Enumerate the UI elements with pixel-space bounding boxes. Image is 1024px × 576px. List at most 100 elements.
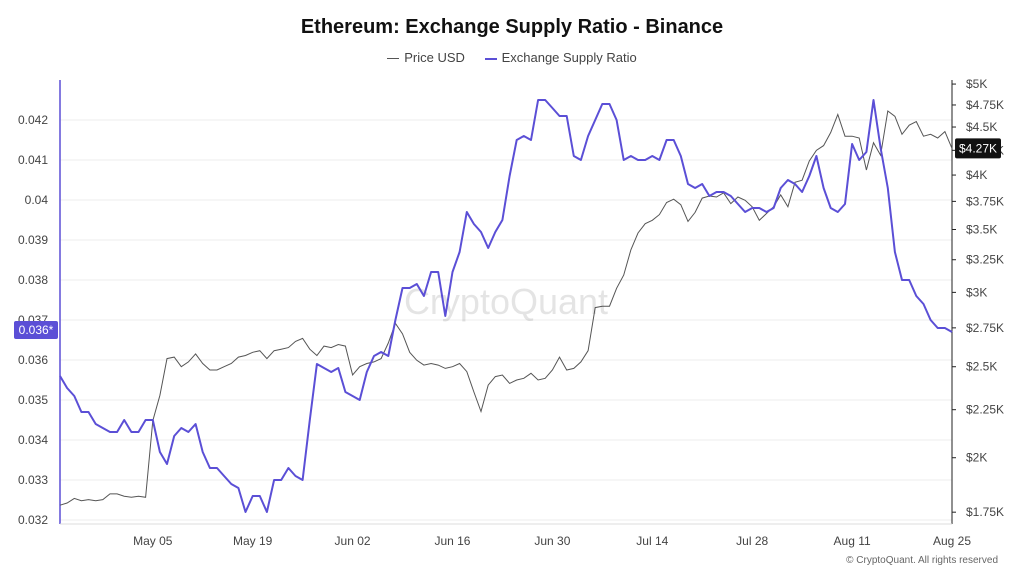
price-point[interactable] xyxy=(508,381,512,385)
price-point[interactable] xyxy=(136,494,140,498)
price-point[interactable] xyxy=(757,218,761,222)
ratio-point[interactable] xyxy=(779,186,783,190)
ratio-point[interactable] xyxy=(522,134,526,138)
price-point[interactable] xyxy=(857,136,861,140)
price-point[interactable] xyxy=(672,197,676,201)
price-point[interactable] xyxy=(236,355,240,359)
price-point[interactable] xyxy=(786,205,790,209)
ratio-point[interactable] xyxy=(672,138,676,142)
ratio-point[interactable] xyxy=(914,294,918,298)
ratio-point[interactable] xyxy=(172,434,176,438)
price-point[interactable] xyxy=(65,501,69,505)
ratio-point[interactable] xyxy=(215,466,219,470)
ratio-point[interactable] xyxy=(807,174,811,178)
price-point[interactable] xyxy=(579,360,583,364)
price-point[interactable] xyxy=(615,286,619,290)
ratio-point[interactable] xyxy=(886,186,890,190)
price-point[interactable] xyxy=(365,361,369,365)
ratio-point[interactable] xyxy=(458,250,462,254)
price-point[interactable] xyxy=(279,347,283,351)
price-point[interactable] xyxy=(950,146,954,150)
ratio-point[interactable] xyxy=(636,158,640,162)
price-point[interactable] xyxy=(800,178,804,182)
price-point[interactable] xyxy=(422,363,426,367)
price-point[interactable] xyxy=(458,361,462,365)
price-point[interactable] xyxy=(472,390,476,394)
ratio-point[interactable] xyxy=(472,222,476,226)
price-point[interactable] xyxy=(465,370,469,374)
ratio-point[interactable] xyxy=(850,142,854,146)
ratio-point[interactable] xyxy=(921,302,925,306)
price-point[interactable] xyxy=(172,355,176,359)
ratio-point[interactable] xyxy=(229,482,233,486)
ratio-point[interactable] xyxy=(479,230,483,234)
ratio-point[interactable] xyxy=(486,246,490,250)
price-point[interactable] xyxy=(244,353,248,357)
ratio-point[interactable] xyxy=(872,98,876,102)
ratio-point[interactable] xyxy=(936,326,940,330)
price-point[interactable] xyxy=(151,419,155,423)
ratio-point[interactable] xyxy=(179,426,183,430)
price-point[interactable] xyxy=(772,205,776,209)
ratio-point[interactable] xyxy=(843,202,847,206)
price-point[interactable] xyxy=(693,210,697,214)
price-point[interactable] xyxy=(308,347,312,351)
price-point[interactable] xyxy=(879,153,883,157)
ratio-point[interactable] xyxy=(158,450,162,454)
ratio-point[interactable] xyxy=(536,98,540,102)
price-point[interactable] xyxy=(286,346,290,350)
ratio-point[interactable] xyxy=(607,102,611,106)
price-point[interactable] xyxy=(700,196,704,200)
price-point[interactable] xyxy=(829,130,833,134)
price-point[interactable] xyxy=(229,361,233,365)
price-point[interactable] xyxy=(850,134,854,138)
ratio-point[interactable] xyxy=(950,330,954,334)
price-point[interactable] xyxy=(843,134,847,138)
price-point[interactable] xyxy=(543,376,547,380)
legend-item-price[interactable]: Price USD xyxy=(387,50,465,65)
price-point[interactable] xyxy=(94,499,98,503)
ratio-point[interactable] xyxy=(293,474,297,478)
price-point[interactable] xyxy=(87,498,91,502)
price-point[interactable] xyxy=(600,304,604,308)
ratio-point[interactable] xyxy=(729,194,733,198)
ratio-point[interactable] xyxy=(379,350,383,354)
ratio-point[interactable] xyxy=(365,370,369,374)
price-point[interactable] xyxy=(479,410,483,414)
price-point[interactable] xyxy=(793,180,797,184)
ratio-point[interactable] xyxy=(657,158,661,162)
price-point[interactable] xyxy=(565,368,569,372)
price-point[interactable] xyxy=(108,492,112,496)
price-point[interactable] xyxy=(636,231,640,235)
ratio-point[interactable] xyxy=(508,174,512,178)
price-point[interactable] xyxy=(129,495,133,499)
price-point[interactable] xyxy=(450,365,454,369)
price-point[interactable] xyxy=(329,346,333,350)
ratio-point[interactable] xyxy=(165,462,169,466)
price-point[interactable] xyxy=(351,373,355,377)
ratio-point[interactable] xyxy=(443,314,447,318)
ratio-point[interactable] xyxy=(286,466,290,470)
price-point[interactable] xyxy=(386,341,390,345)
ratio-point[interactable] xyxy=(593,118,597,122)
ratio-point[interactable] xyxy=(814,154,818,158)
price-usd-line[interactable] xyxy=(59,110,953,506)
price-point[interactable] xyxy=(686,219,690,223)
price-point[interactable] xyxy=(72,496,76,500)
ratio-point[interactable] xyxy=(900,278,904,282)
ratio-point[interactable] xyxy=(715,190,719,194)
price-point[interactable] xyxy=(515,378,519,382)
ratio-point[interactable] xyxy=(736,202,740,206)
price-point[interactable] xyxy=(372,360,376,364)
price-point[interactable] xyxy=(836,113,840,117)
ratio-point[interactable] xyxy=(550,106,554,110)
ratio-point[interactable] xyxy=(700,182,704,186)
price-point[interactable] xyxy=(707,194,711,198)
ratio-point[interactable] xyxy=(136,430,140,434)
price-point[interactable] xyxy=(301,336,305,340)
ratio-point[interactable] xyxy=(222,474,226,478)
ratio-point[interactable] xyxy=(893,250,897,254)
ratio-point[interactable] xyxy=(101,426,105,430)
price-point[interactable] xyxy=(743,198,747,202)
ratio-point[interactable] xyxy=(65,386,69,390)
